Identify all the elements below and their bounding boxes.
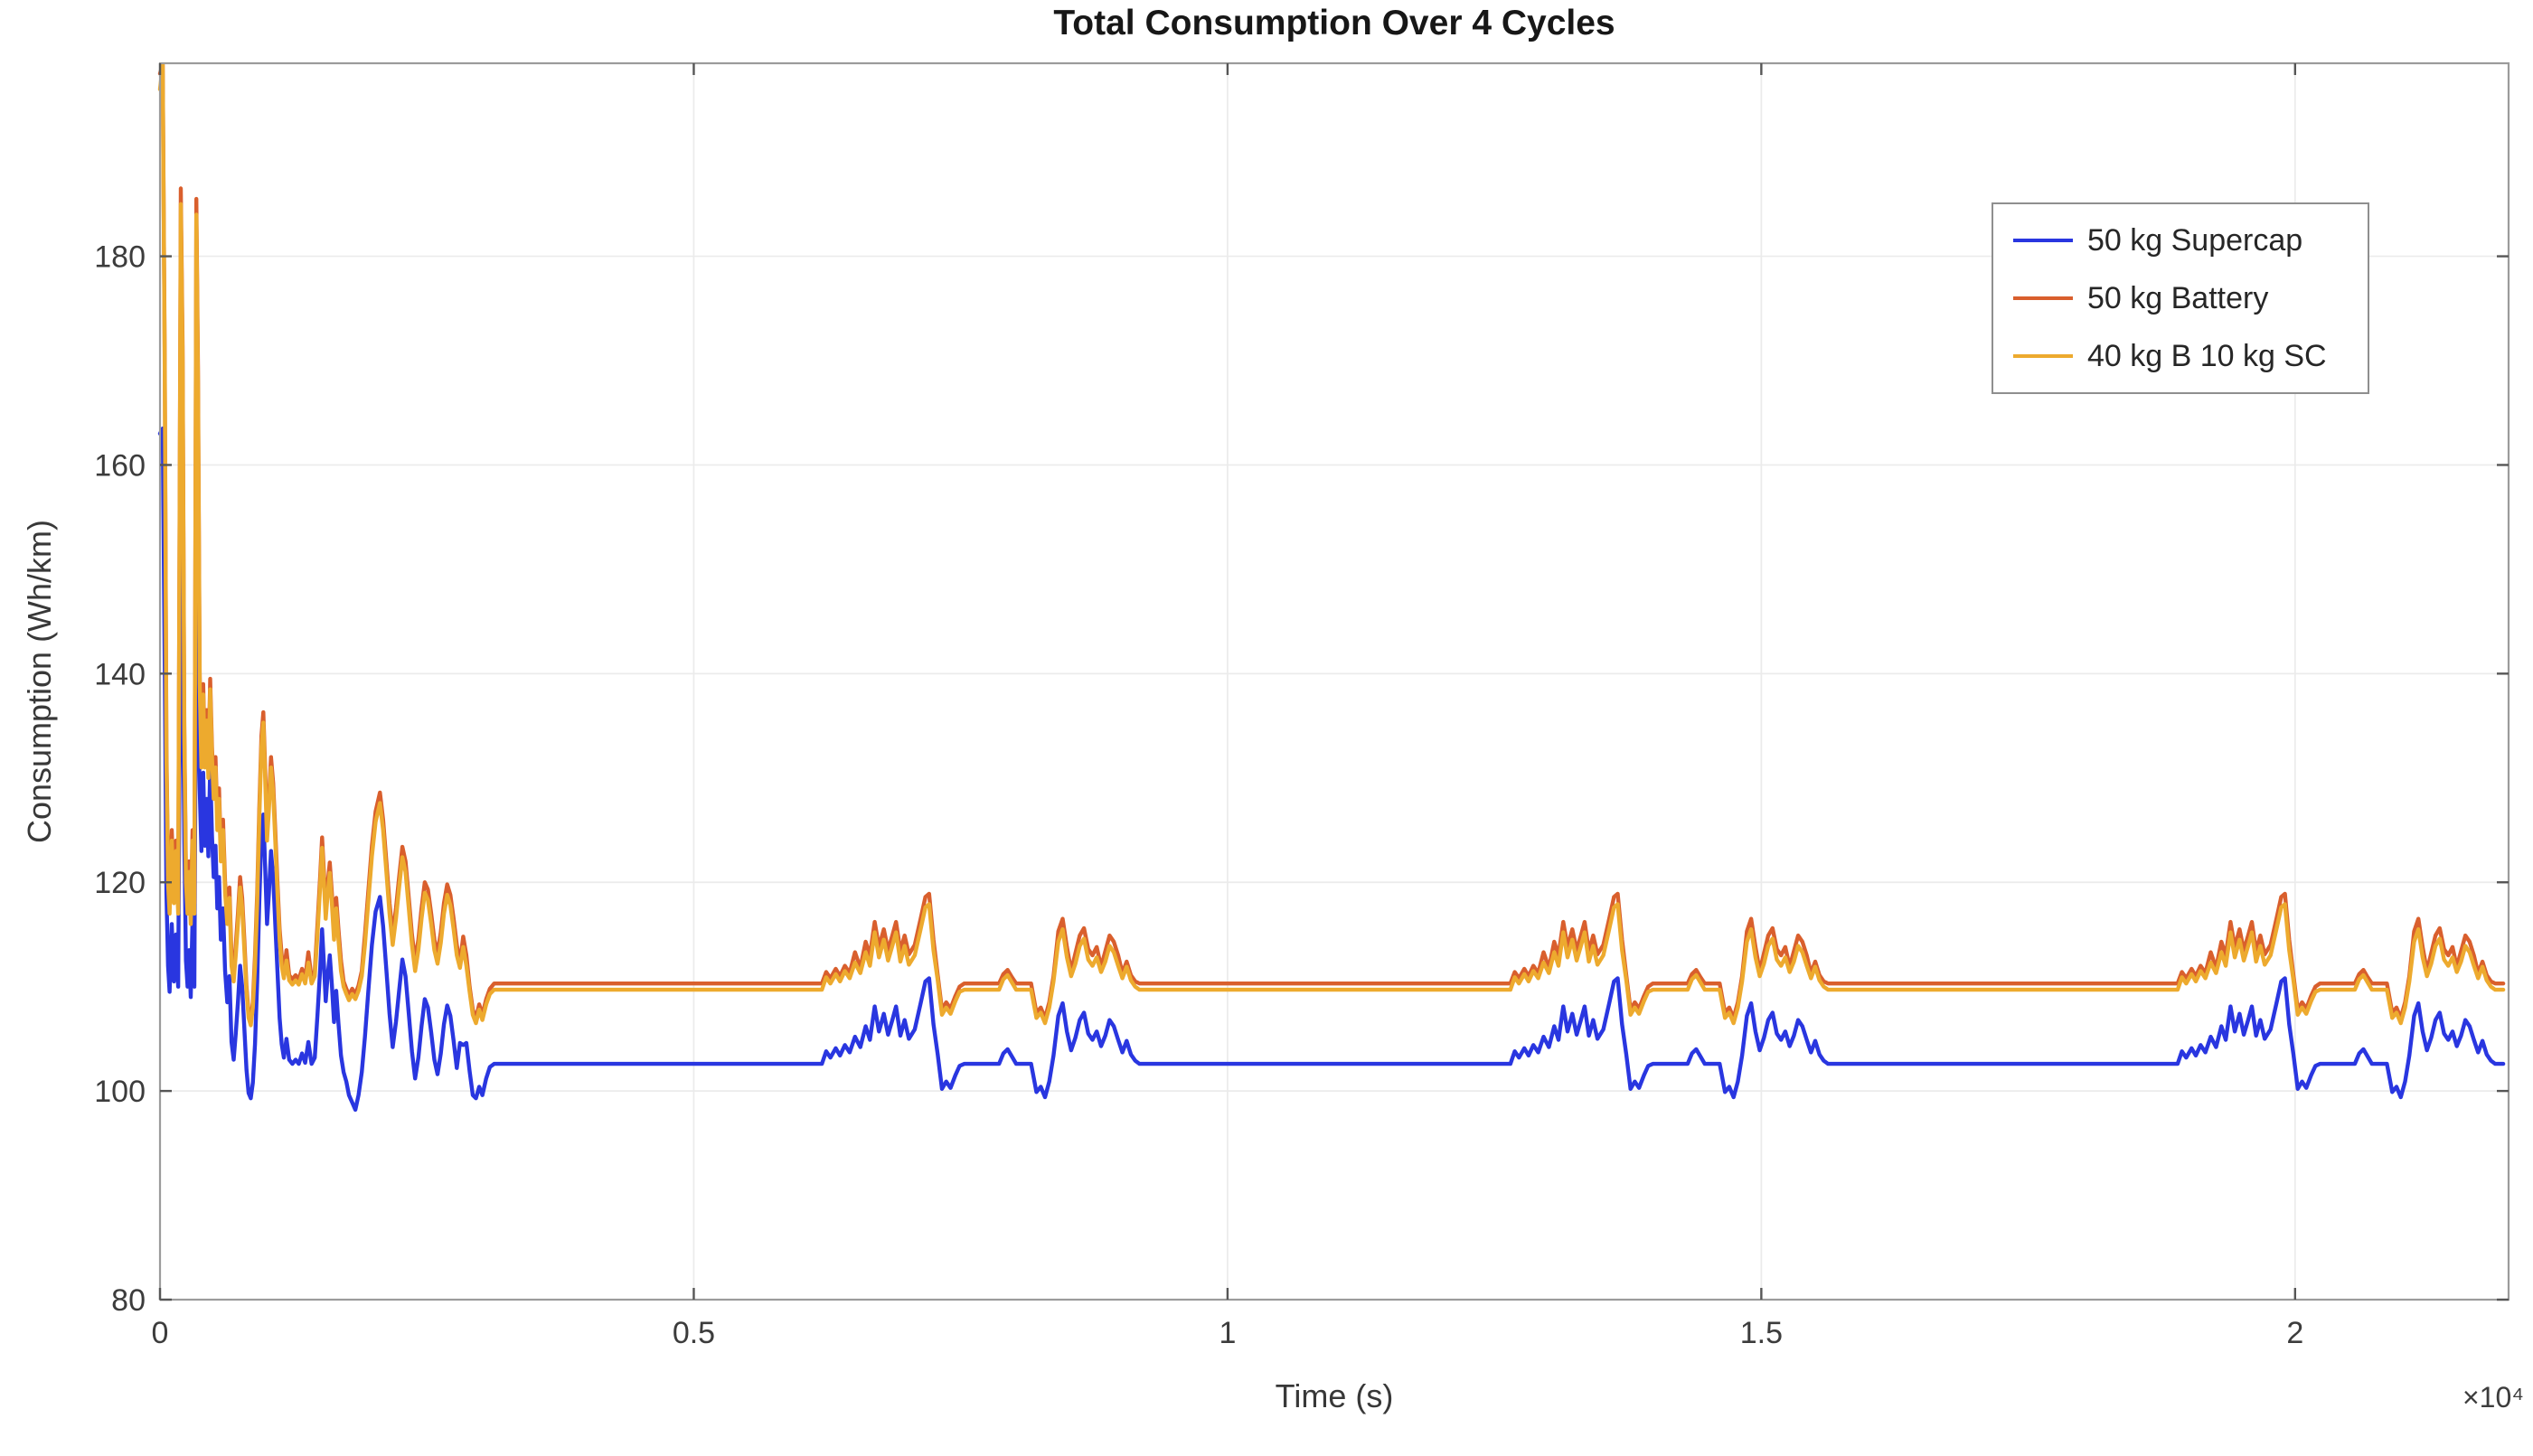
y-tick-label: 180 <box>94 240 146 275</box>
y-axis-label: Consumption (Wh/km) <box>21 519 58 844</box>
supercap-series-line <box>157 426 2506 1113</box>
x-tick-label: 1.5 <box>1740 1316 1783 1350</box>
y-tick-label: 140 <box>94 657 146 691</box>
x-tick-label: 1 <box>1219 1316 1236 1350</box>
legend-label-battery: 50 kg Battery <box>2087 280 2269 315</box>
y-tick-label: 120 <box>94 866 146 900</box>
supercap-line-swatch <box>2013 239 2073 242</box>
legend-item-hybrid: 40 kg B 10 kg SC <box>2013 339 2368 374</box>
chart-title: Total Consumption Over 4 Cycles <box>1053 4 1615 42</box>
hybrid-series-line <box>157 63 2506 1028</box>
x-tick-label: 0.5 <box>673 1316 715 1350</box>
x-tick-label: 2 <box>2286 1316 2303 1350</box>
legend-box: 50 kg Supercap 50 kg Battery 40 kg B 10 … <box>1992 202 2369 394</box>
battery-line-swatch <box>2013 296 2073 300</box>
y-tick-label: 100 <box>94 1075 146 1109</box>
y-tick-label: 80 <box>111 1283 146 1318</box>
y-tick-label: 160 <box>94 448 146 483</box>
x-axis-label: Time (s) <box>1275 1377 1394 1414</box>
legend-item-battery: 50 kg Battery <box>2013 281 2368 316</box>
x-tick-label: 0 <box>152 1316 169 1350</box>
x-axis-exponent-label: ×10⁴ <box>2462 1381 2524 1414</box>
axis-box <box>158 61 2510 1301</box>
legend-label-supercap: 50 kg Supercap <box>2087 222 2303 258</box>
hybrid-line-swatch <box>2013 354 2073 358</box>
legend-label-hybrid: 40 kg B 10 kg SC <box>2087 338 2327 373</box>
legend-item-supercap: 50 kg Supercap <box>2013 223 2368 258</box>
